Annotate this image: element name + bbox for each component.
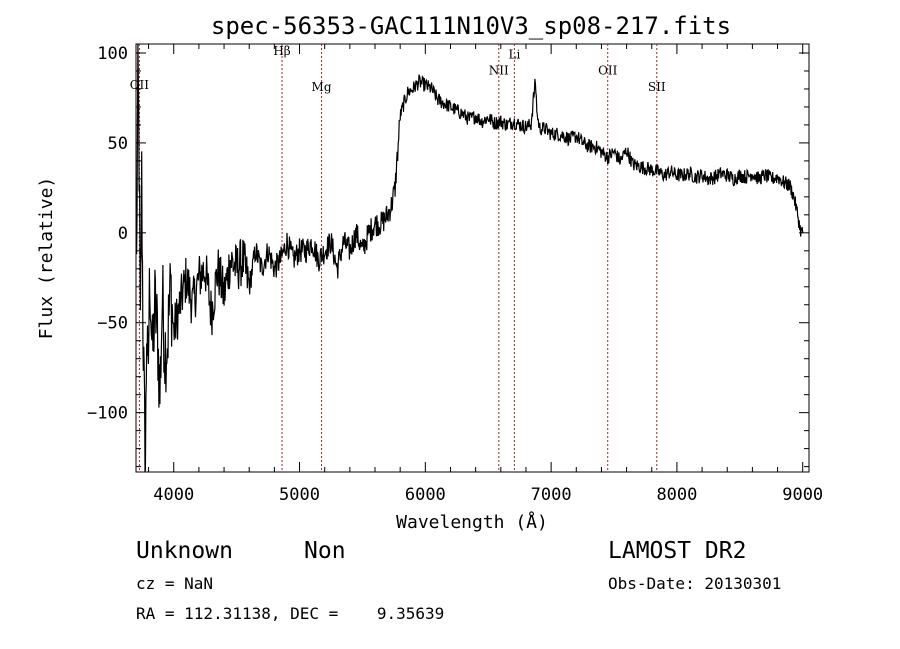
spectral-line-label: SII (648, 80, 666, 94)
x-tick-label: 4000 (153, 485, 194, 505)
x-tick-label: 6000 (405, 485, 446, 505)
y-tick-label: 50 (108, 134, 128, 154)
object-class: Unknown (136, 538, 233, 564)
y-tick-label: 100 (97, 44, 128, 64)
y-tick-label: −100 (87, 404, 128, 424)
y-tick-label: −50 (97, 314, 128, 334)
plot-frame (135, 43, 810, 473)
spectral-lines: OII Hβ Mg NII Li OII SII (130, 44, 666, 472)
cz-value: cz = NaN (136, 574, 214, 593)
spectral-line-label: Li (508, 47, 520, 61)
ra-dec: RA = 112.31138, DEC = 9.35639 (136, 604, 445, 623)
spectral-line-label: Mg (312, 80, 332, 94)
y-axis-label: Flux (relative) (36, 177, 57, 340)
spectral-line-label: Hβ (273, 44, 290, 58)
obs-date: Obs-Date: 20130301 (608, 574, 782, 593)
x-tick-label: 5000 (279, 485, 320, 505)
axis-ticks: 4000 5000 6000 7000 8000 9000 −100 −50 0 50 100 (87, 44, 823, 505)
y-tick-label: 0 (118, 224, 128, 244)
object-subclass: Non (304, 538, 346, 564)
x-tick-label: 9000 (782, 485, 823, 505)
x-tick-label: 8000 (656, 485, 697, 505)
x-axis-label: Wavelength (Å) (396, 511, 548, 533)
x-tick-label: 7000 (531, 485, 572, 505)
chart-title: spec-56353-GAC111N10V3_sp08-217.fits (211, 12, 731, 40)
spectral-line-label: OII (130, 78, 150, 92)
spectrum-line (136, 43, 804, 473)
survey-name: LAMOST DR2 (608, 538, 747, 564)
spectral-line-label: OII (598, 64, 618, 78)
spectral-line-label: NII (489, 64, 509, 78)
